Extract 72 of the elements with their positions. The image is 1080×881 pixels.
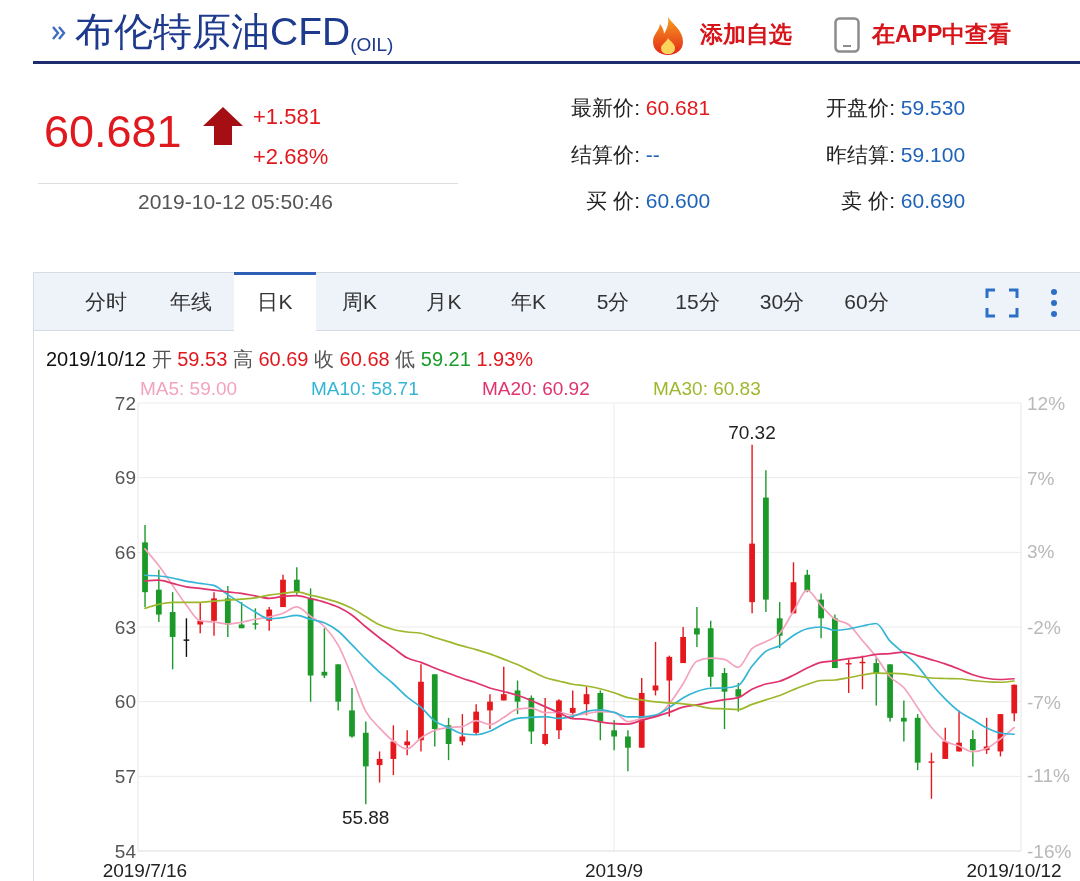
candlestick bbox=[252, 607, 259, 631]
text: 周K bbox=[341, 289, 378, 315]
text: 5分 bbox=[596, 289, 630, 315]
candlestick bbox=[942, 727, 949, 760]
candlestick bbox=[500, 666, 507, 702]
y-tick-label: 72 bbox=[114, 392, 136, 414]
text: 卖 价: 60.690 bbox=[841, 188, 966, 214]
candlestick bbox=[293, 566, 300, 596]
text: +2.68% bbox=[253, 143, 329, 171]
candlestick bbox=[625, 729, 631, 773]
candlestick bbox=[197, 601, 204, 634]
candlestick bbox=[404, 729, 411, 756]
candlestick bbox=[611, 719, 618, 751]
text: 在APP中查看 bbox=[872, 20, 1012, 49]
text: 昨结算: 59.100 bbox=[826, 142, 966, 168]
text: 60分 bbox=[844, 289, 889, 315]
text: 2019-10-12 05:50:46 bbox=[138, 189, 333, 215]
text: 月K bbox=[426, 289, 462, 315]
y-tick-label: 66 bbox=[114, 541, 136, 563]
y-tick-label: 63 bbox=[114, 616, 136, 638]
text: 布伦特原油CFD$_{(OIL)}$ bbox=[75, 10, 394, 57]
y2-tick-label: -16% bbox=[1027, 840, 1072, 862]
candlestick bbox=[666, 654, 673, 718]
y2-tick-label: -7% bbox=[1027, 691, 1061, 713]
candlestick bbox=[776, 601, 783, 649]
candlestick bbox=[694, 606, 700, 648]
candlestick bbox=[183, 617, 190, 658]
candlestick bbox=[735, 682, 742, 713]
y2-tick-label: -2% bbox=[1027, 616, 1061, 638]
candlestick bbox=[473, 703, 480, 735]
x-tick-label: 2019/9 bbox=[584, 860, 644, 881]
text: 年线 bbox=[169, 289, 212, 315]
y2-tick-label: 7% bbox=[1027, 467, 1055, 489]
text: 结算价: -- bbox=[571, 142, 660, 168]
y-tick-label: 54 bbox=[114, 840, 137, 862]
text: +1.581 bbox=[253, 103, 321, 131]
annotation: 70.32 bbox=[728, 421, 776, 443]
text: MA30: 60.83 bbox=[653, 377, 761, 401]
x-tick-label: 2019/7/16 bbox=[102, 860, 188, 881]
candlestick bbox=[900, 699, 907, 743]
y2-tick-label: 3% bbox=[1027, 541, 1055, 563]
candlestick bbox=[542, 697, 549, 746]
candlestick bbox=[569, 689, 576, 720]
candlestick bbox=[969, 729, 976, 768]
text: 2019/10/12 开 59.53 高 60.69 收 60.68 低 59.21 1.93% bbox=[46, 348, 534, 370]
text: 买 价: 60.600 bbox=[586, 188, 711, 214]
y-tick-label: 69 bbox=[114, 467, 136, 489]
candlestick bbox=[321, 627, 328, 679]
x-tick-label: 2019/10/12 bbox=[966, 860, 1062, 881]
candlestick bbox=[211, 591, 217, 637]
candlestick bbox=[487, 693, 493, 730]
y2-tick-label: 12% bbox=[1027, 392, 1066, 414]
text: 开盘价: 59.530 bbox=[826, 95, 966, 121]
text: 15分 bbox=[675, 289, 720, 315]
candlestick bbox=[928, 751, 935, 800]
text: MA10: 58.71 bbox=[311, 377, 419, 401]
text: 最新价: 60.681 bbox=[571, 95, 711, 121]
text: MA20: 60.92 bbox=[482, 377, 590, 401]
text: 年K bbox=[510, 289, 547, 315]
text: 60.681 bbox=[44, 106, 182, 158]
text: 30分 bbox=[759, 289, 805, 315]
y-tick-label: 57 bbox=[114, 765, 136, 787]
text: 分时 bbox=[85, 289, 127, 315]
candlestick bbox=[390, 724, 397, 776]
text: MA5: 59.00 bbox=[140, 377, 238, 401]
text: 日K bbox=[257, 289, 293, 315]
y2-tick-label: -11% bbox=[1027, 765, 1071, 787]
candlestick bbox=[873, 657, 880, 707]
text: 添加自选 bbox=[700, 20, 792, 49]
candlestick bbox=[804, 569, 811, 593]
y-tick-label: 60 bbox=[114, 691, 136, 713]
annotation: 55.88 bbox=[341, 806, 390, 828]
